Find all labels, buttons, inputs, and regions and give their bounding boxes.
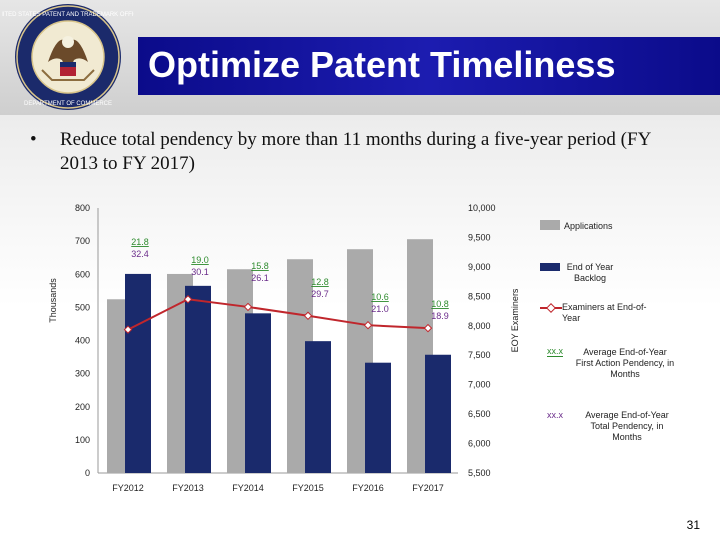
first-action-pendency-label: 19.0 xyxy=(191,255,209,265)
first-action-pendency-label: 10.6 xyxy=(371,292,389,302)
total-key-desc: Average End-of-Year Total Pendency, in M… xyxy=(585,410,669,442)
left-tick-label: 700 xyxy=(75,236,90,246)
examiners-point xyxy=(183,295,193,304)
x-tick-label: FY2015 xyxy=(292,483,324,493)
first-action-pendency-label: 15.8 xyxy=(251,261,269,271)
total-pendency-label: 21.0 xyxy=(371,304,389,314)
backlog-bar xyxy=(125,273,151,473)
legend-swatch-backlog xyxy=(540,263,560,271)
right-tick-label: 8,000 xyxy=(468,321,491,331)
left-tick-label: 400 xyxy=(75,336,90,346)
right-tick-label: 5,500 xyxy=(468,468,491,478)
first-action-key-desc: Average End-of-Year First Action Pendenc… xyxy=(575,347,675,379)
first-action-key-code: xx.x xyxy=(547,346,564,357)
right-tick-label: 7,000 xyxy=(468,380,491,390)
first-action-pendency-label: 21.8 xyxy=(131,237,149,247)
pendency-chart: 0 100 200 300 400 500 600 700 800 5,500 6,000 6,500… xyxy=(48,203,520,493)
left-tick-label: 100 xyxy=(75,435,90,445)
backlog-bar xyxy=(245,313,271,473)
right-tick-label: 9,000 xyxy=(468,262,491,272)
legend-label-examiners: Examiners at End-of-Year xyxy=(562,302,647,323)
total-pendency-label: 26.1 xyxy=(251,273,269,283)
total-pendency-label: 18.9 xyxy=(431,311,449,321)
total-pendency-label: 29.7 xyxy=(311,289,329,299)
right-tick-label: 7,500 xyxy=(468,350,491,360)
left-tick-label: 0 xyxy=(85,468,90,478)
right-tick-label: 10,000 xyxy=(468,203,496,213)
left-tick-label: 600 xyxy=(75,269,90,279)
legend-label-applications: Applications xyxy=(564,221,613,231)
left-axis-label: Thousands xyxy=(48,278,58,323)
x-tick-label: FY2013 xyxy=(172,483,204,493)
first-action-pendency-label: 10.8 xyxy=(431,299,449,309)
legend-label-backlog: End of Year Backlog xyxy=(566,262,614,283)
backlog-bar xyxy=(425,354,451,473)
backlog-bar xyxy=(365,362,391,473)
total-key-code: xx.x xyxy=(547,410,564,420)
x-tick-label: FY2017 xyxy=(412,483,444,493)
examiners-point xyxy=(363,320,373,330)
slide-title: Optimize Patent Timeliness xyxy=(148,44,616,85)
examiners-point xyxy=(423,323,433,333)
right-tick-label: 9,500 xyxy=(468,232,491,242)
examiners-point xyxy=(303,311,313,321)
left-tick-label: 200 xyxy=(75,402,90,412)
first-action-pendency-label: 12.8 xyxy=(311,277,329,287)
left-tick-label: 500 xyxy=(75,302,90,312)
total-pendency-label: 32.4 xyxy=(131,249,149,259)
left-tick-label: 300 xyxy=(75,369,90,379)
legend-swatch-applications xyxy=(540,220,560,230)
examiners-point xyxy=(243,302,253,312)
right-tick-label: 6,000 xyxy=(468,439,491,449)
examiners-point xyxy=(123,325,133,334)
bullet-text: Reduce total pendency by more than 11 mo… xyxy=(60,129,651,174)
right-tick-label: 6,500 xyxy=(468,409,491,419)
examiners-line xyxy=(127,298,429,331)
right-tick-label: 8,500 xyxy=(468,291,491,301)
svg-text:DEPARTMENT OF COMMERCE: DEPARTMENT OF COMMERCE xyxy=(24,101,112,107)
bullet-dot: • xyxy=(30,129,37,150)
backlog-bar xyxy=(185,285,211,473)
left-tick-label: 800 xyxy=(75,203,90,213)
total-pendency-label: 30.1 xyxy=(191,267,209,277)
x-tick-label: FY2012 xyxy=(112,483,144,493)
x-tick-label: FY2016 xyxy=(352,483,384,493)
title-bar xyxy=(138,37,720,95)
backlog-bar xyxy=(305,341,331,473)
slide-number: 31 xyxy=(686,518,700,532)
legend-swatch-examiners xyxy=(540,303,562,313)
x-tick-label: FY2014 xyxy=(232,483,264,493)
seal-lettering: UNITED STATES PATENT AND TRADEMARK OFFIC… xyxy=(2,12,134,18)
uspto-seal-logo: UNITED STATES PATENT AND TRADEMARK OFFIC… xyxy=(2,4,134,110)
right-axis-label: EOY Examiners xyxy=(510,288,520,352)
